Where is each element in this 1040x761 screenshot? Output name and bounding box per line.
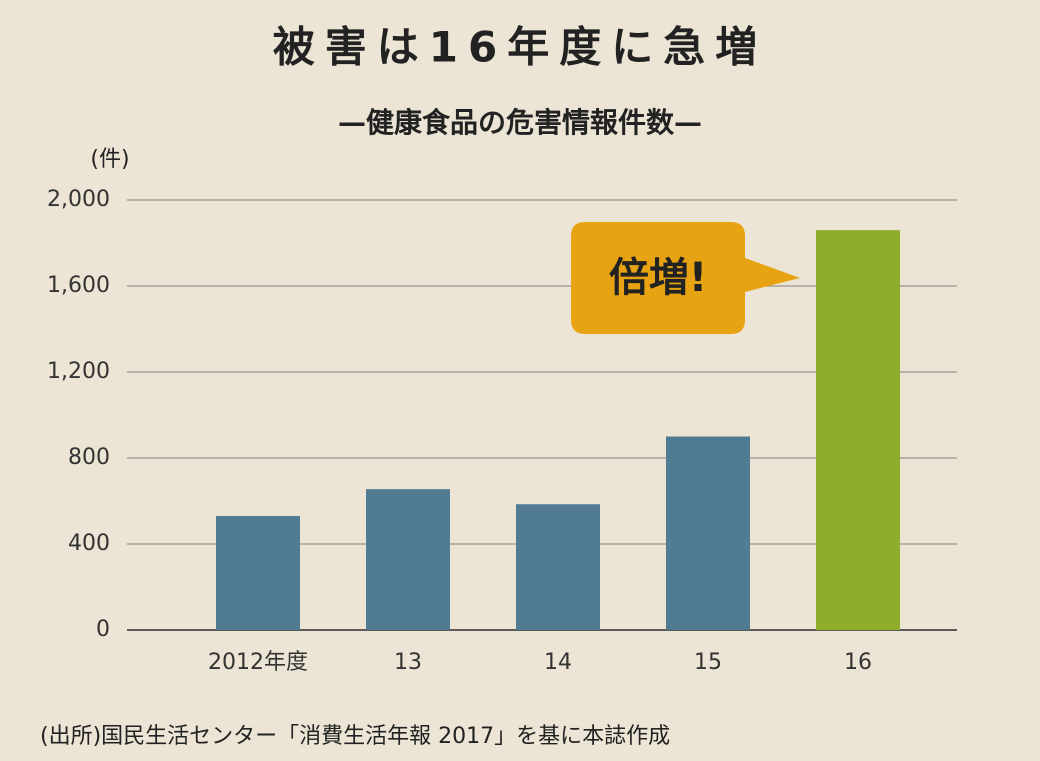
source-note: (出所)国民生活センター「消費生活年報 2017」を基に本誌作成 [40,724,670,749]
y-tick-label: 1,600 [47,273,110,298]
x-tick-label: 15 [694,650,722,675]
callout-bubble [571,222,800,334]
bar [216,516,300,630]
y-tick-label: 400 [68,531,110,556]
callout: 倍増! [571,222,800,334]
bar [366,489,450,630]
chart-subtitle: —健康食品の危害情報件数— [338,106,702,139]
plot-area: 0 400 800 1,200 1,600 2,000 2012年度 13 14 15 16 [47,187,957,675]
x-tick-label: 2012年度 [208,650,308,675]
y-tick-label: 800 [68,445,110,470]
bar [516,504,600,630]
y-tick-label: 2,000 [47,187,110,212]
x-tick-label: 14 [544,650,572,675]
callout-text: 倍増! [609,255,707,301]
y-tick-label: 0 [96,617,110,642]
bar [816,230,900,630]
y-tick-label: 1,200 [47,359,110,384]
x-tick-label: 16 [844,650,872,675]
y-axis-unit: (件) [90,147,129,172]
chart-title: 被害は16年度に急増 [273,23,767,72]
x-tick-label: 13 [394,650,422,675]
bar [666,436,750,630]
